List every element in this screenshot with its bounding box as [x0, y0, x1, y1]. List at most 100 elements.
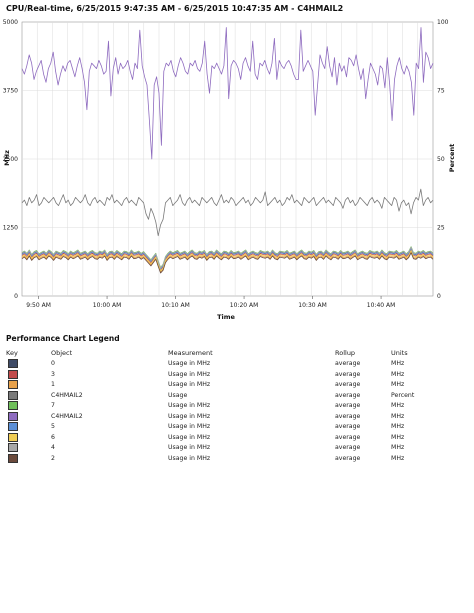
legend-units: MHz: [391, 423, 405, 431]
legend-key-swatch: [6, 380, 51, 391]
x-tick-label: 10:10 AM: [161, 302, 189, 309]
legend-object: 0: [51, 360, 55, 368]
legend-row: 3 Usage in MHz average MHz: [6, 369, 451, 381]
legend-key-swatch: [6, 359, 51, 370]
legend-object: 5: [51, 423, 55, 431]
legend-key-swatch: [6, 369, 51, 381]
legend-row: 2 Usage in MHz average MHz: [6, 453, 451, 465]
x-tick-label: 10:20 AM: [230, 302, 258, 309]
legend-rollup: average: [335, 423, 361, 431]
legend-header-object: Object: [51, 349, 73, 357]
legend-color-swatch: [8, 369, 18, 379]
legend-row: 4 Usage in MHz average MHz: [6, 443, 451, 454]
legend-rollup: average: [335, 360, 361, 368]
legend-header-units: Units: [391, 349, 408, 357]
series-line-3: [21, 248, 434, 271]
legend-units: MHz: [391, 433, 405, 441]
chart-title: CPU/Real-time, 6/25/2015 9:47:35 AM - 6/…: [6, 4, 344, 13]
legend-row: 0 Usage in MHz average MHz: [6, 359, 451, 370]
legend-header-row: Key Object Measurement Rollup Units: [6, 347, 451, 359]
x-tick-label: 9:50 AM: [26, 302, 51, 309]
legend-body: 0 Usage in MHz average MHz 3 Usage in MHz aver…: [6, 359, 451, 464]
legend-key-swatch: [6, 422, 51, 433]
legend-measurement: Usage in MHz: [168, 402, 211, 410]
legend-object: C4HMAIL2: [51, 391, 83, 399]
legend-row: 1 Usage in MHz average MHz: [6, 380, 451, 391]
series-line-6: [21, 250, 434, 272]
performance-chart: 0 0 1250 25 2500 50 3750 75 5000 100 9:50 AM 10:00 …: [3, 19, 456, 321]
legend-units: MHz: [391, 444, 405, 452]
legend-units: MHz: [391, 360, 405, 368]
y-tick-label-left: 0: [14, 293, 18, 300]
y-tick-label-left: 1250: [3, 225, 18, 232]
y-tick-label-right: 100: [437, 19, 449, 26]
legend-row: 6 Usage in MHz average MHz: [6, 432, 451, 444]
legend-key-swatch: [6, 453, 51, 465]
legend-measurement: Usage in MHz: [168, 360, 211, 368]
legend-rollup: average: [335, 402, 361, 410]
y-tick-label-right: 50: [437, 156, 445, 163]
legend-rollup: average: [335, 444, 361, 452]
x-tick-label: 10:30 AM: [298, 302, 326, 309]
legend-header-key: Key: [6, 349, 18, 357]
y-tick-label-left: 5000: [3, 19, 18, 26]
legend-row: C4HMAIL2 Usage in MHz average MHz: [6, 411, 451, 423]
legend-key-swatch: [6, 432, 51, 444]
legend-rollup: average: [335, 391, 361, 399]
y-tick-label-left: 2500: [3, 156, 18, 163]
legend-row: C4HMAIL2 Usage average Percent: [6, 390, 451, 402]
legend-object: 1: [51, 381, 55, 389]
legend-measurement: Usage in MHz: [168, 370, 211, 378]
x-tick-label: 10:40 AM: [367, 302, 395, 309]
series-line-5: [21, 247, 434, 270]
chart-series: [21, 27, 434, 274]
legend-row: 7 Usage in MHz average MHz: [6, 401, 451, 412]
series-line-c4hmail2: [21, 27, 434, 160]
legend-units: MHz: [391, 454, 405, 462]
legend-color-swatch: [8, 401, 18, 410]
legend-units: MHz: [391, 381, 405, 389]
legend-measurement: Usage in MHz: [168, 412, 211, 420]
legend-key-swatch: [6, 390, 51, 402]
legend-title: Performance Chart Legend: [6, 334, 120, 343]
legend-measurement: Usage in MHz: [168, 423, 211, 431]
legend-header-rollup: Rollup: [335, 349, 356, 357]
legend-object: 2: [51, 454, 55, 462]
legend-units: MHz: [391, 370, 405, 378]
legend-row: 5 Usage in MHz average MHz: [6, 422, 451, 433]
series-line-0: [21, 247, 434, 270]
legend-color-swatch: [8, 390, 18, 400]
legend-color-swatch: [8, 443, 18, 452]
series-line-1: [21, 251, 434, 273]
chart-axes: 0 0 1250 25 2500 50 3750 75 5000 100 9:50 AM 10:00 …: [3, 19, 449, 309]
x-axis-label: Time: [217, 313, 235, 321]
legend-units: MHz: [391, 402, 405, 410]
series-line-7: [21, 246, 434, 268]
y-tick-label-right: 75: [437, 88, 445, 95]
legend-header-measurement: Measurement: [168, 349, 213, 357]
legend-rollup: average: [335, 412, 361, 420]
legend-color-swatch: [8, 380, 18, 389]
legend-measurement: Usage in MHz: [168, 454, 211, 462]
legend-table: Key Object Measurement Rollup Units 0 Usa…: [6, 347, 451, 464]
y-axis-label-right: Percent: [448, 144, 456, 172]
legend-object: 7: [51, 402, 55, 410]
series-line-4: [21, 246, 434, 269]
y-tick-label-right: 0: [437, 293, 441, 300]
legend-measurement: Usage in MHz: [168, 381, 211, 389]
y-axis-label-left: MHz: [3, 150, 11, 166]
legend-rollup: average: [335, 433, 361, 441]
series-line-2: [21, 252, 434, 274]
legend-key-swatch: [6, 411, 51, 423]
legend-rollup: average: [335, 454, 361, 462]
legend-key-swatch: [6, 443, 51, 454]
legend-color-swatch: [8, 422, 18, 431]
y-tick-label-left: 3750: [3, 88, 18, 95]
legend-color-swatch: [8, 453, 18, 463]
legend-key-swatch: [6, 401, 51, 412]
legend-object: C4HMAIL2: [51, 412, 83, 420]
x-tick-label: 10:00 AM: [93, 302, 121, 309]
legend-color-swatch: [8, 359, 18, 368]
legend-object: 3: [51, 370, 55, 378]
legend-measurement: Usage in MHz: [168, 433, 211, 441]
